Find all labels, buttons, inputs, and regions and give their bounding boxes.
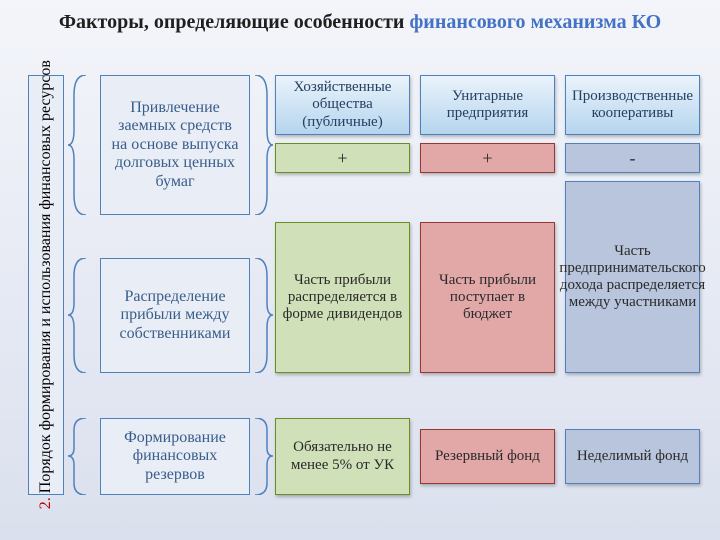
col-header-1-text: Хозяйственные общества (публичные)	[282, 79, 403, 131]
reserve-c2-text: Резервный фонд	[435, 448, 540, 465]
title-accent: финансового механизма КО	[409, 11, 661, 33]
brace-r1	[253, 75, 273, 215]
sign-c3-text: -	[630, 148, 636, 169]
rowlabel-3-text: Формирование финансовых резервов	[109, 429, 241, 484]
sign-c2-text: +	[482, 148, 492, 169]
rowlabel-2: Распределение прибыли между собственника…	[100, 258, 250, 373]
sign-c1-text: +	[337, 148, 347, 169]
reserve-c3: Неделимый фонд	[565, 429, 700, 484]
col-header-2-text: Унитарные предприятия	[427, 88, 548, 123]
page-title: Факторы, определяющие особенности финанс…	[0, 10, 720, 35]
col-header-3-text: Производственные кооперативы	[572, 88, 693, 123]
brace-r2	[253, 258, 273, 373]
profit-c3: Часть предпринимательского дохода распре…	[565, 181, 700, 373]
reserve-c1-text: Обязательно не менее 5% от УК	[282, 439, 403, 474]
sidebar-category: 2. Порядок формирования и использования …	[28, 75, 64, 495]
rowlabel-3: Формирование финансовых резервов	[100, 418, 250, 495]
sidebar-main: Порядок формирования и использования фин…	[37, 60, 54, 493]
profit-c3-text: Часть предпринимательского дохода распре…	[559, 243, 705, 312]
col-header-2: Унитарные предприятия	[420, 75, 555, 135]
profit-c2-text: Часть прибыли поступает в бюджет	[427, 272, 548, 324]
brace-2	[68, 258, 88, 373]
brace-1	[68, 75, 88, 215]
sign-c1: +	[275, 143, 410, 173]
sign-c3: -	[565, 143, 700, 173]
col-header-1: Хозяйственные общества (публичные)	[275, 75, 410, 135]
profit-c2: Часть прибыли поступает в бюджет	[420, 222, 555, 373]
col-header-3: Производственные кооперативы	[565, 75, 700, 135]
rowlabel-2-text: Распределение прибыли между собственника…	[109, 288, 241, 343]
sign-c2: +	[420, 143, 555, 173]
sidebar-text: 2. Порядок формирования и использования …	[37, 60, 55, 509]
profit-c1: Часть прибыли распределяется в форме див…	[275, 222, 410, 373]
title-plain: Факторы, определяющие особенности	[59, 11, 410, 33]
brace-3	[68, 418, 88, 495]
rowlabel-1-text: Привлечение заемных средств на основе вы…	[109, 99, 241, 191]
sidebar-prefix: 2.	[37, 494, 54, 510]
reserve-c2: Резервный фонд	[420, 429, 555, 484]
reserve-c1: Обязательно не менее 5% от УК	[275, 418, 410, 495]
profit-c1-text: Часть прибыли распределяется в форме див…	[282, 272, 403, 324]
reserve-c3-text: Неделимый фонд	[577, 448, 688, 465]
brace-r3	[253, 418, 273, 495]
rowlabel-1: Привлечение заемных средств на основе вы…	[100, 75, 250, 215]
